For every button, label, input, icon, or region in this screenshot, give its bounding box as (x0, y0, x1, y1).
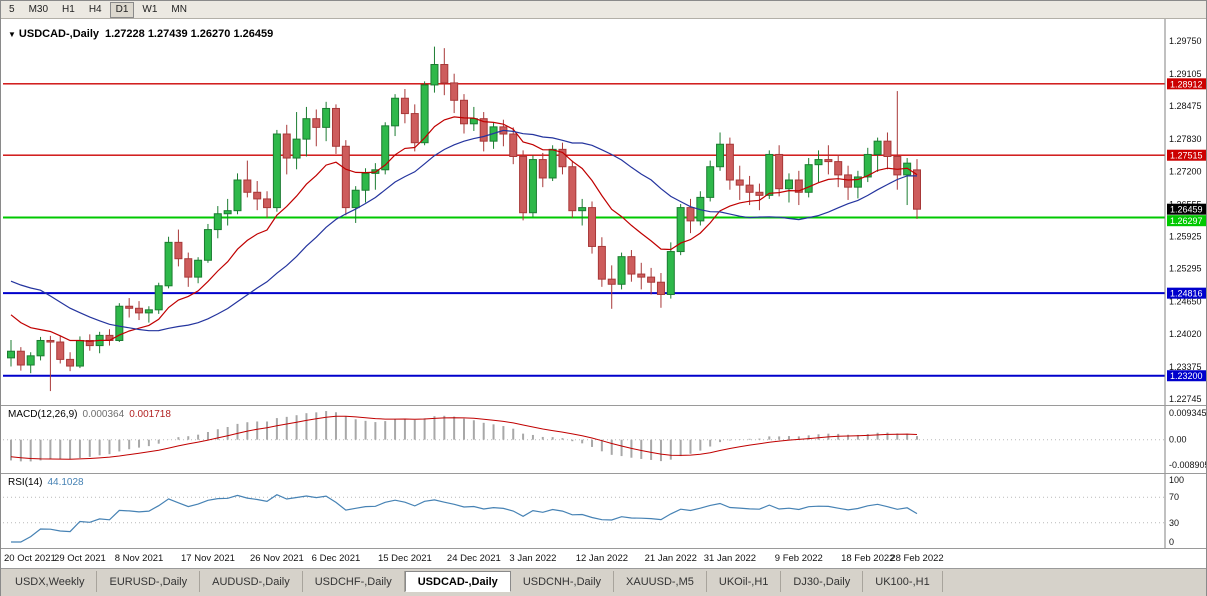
price-axis-label: 1.29750 (1169, 36, 1202, 46)
date-axis-label: 29 Oct 2021 (54, 553, 106, 564)
rsi-panel[interactable]: RSI(14) 44.1028 100 70 30 0 (1, 473, 1206, 548)
timeframe-button-5[interactable]: 5 (9, 3, 15, 15)
ma-fast-line (10, 116, 918, 342)
level-price-tag: 1.28912 (1167, 78, 1206, 89)
main-chart-panel[interactable]: ▼ USDCAD-,Daily 1.27228 1.27439 1.26270 1.… (1, 19, 1206, 405)
date-axis-label: 8 Nov 2021 (114, 553, 164, 564)
current-price-tag: 1.26459 (1167, 203, 1206, 215)
chart-tab-audusd-daily[interactable]: AUDUSD-,Daily (200, 571, 303, 592)
macd-axis-label: 0.009345 (1169, 408, 1206, 418)
price-axis-label: 1.27830 (1169, 134, 1202, 144)
level-price-tag: 1.23200 (1167, 370, 1206, 382)
timeframe-button-h4[interactable]: H4 (88, 3, 102, 15)
collapse-indicator-icon: ▼ (8, 30, 16, 39)
timeframe-toolbar: 5 M30 H1 H4 D1 W1 MN (1, 1, 1206, 19)
rsi-axis-label: 0 (1169, 537, 1174, 547)
price-axis-label: 1.22745 (1169, 394, 1202, 404)
date-axis-label: 18 Feb 2022 (841, 553, 895, 564)
chart-tab-xauusd-m5[interactable]: XAUUSD-,M5 (614, 571, 707, 592)
price-axis-label: 1.25295 (1169, 264, 1202, 274)
date-axis[interactable]: 20 Oct 2021 29 Oct 2021 8 Nov 2021 17 Nov 2… (1, 548, 1206, 568)
price-chart-canvas[interactable]: 1.297501.291051.284751.278301.272001.265… (1, 19, 1206, 405)
rsi-title: RSI(14) (8, 477, 43, 488)
rsi-title-row: RSI(14) 44.1028 (8, 477, 84, 488)
macd-panel[interactable]: MACD(12,26,9) 0.000364 0.001718 0.009345 0.… (1, 405, 1206, 473)
horizontal-level-lines (3, 83, 1165, 377)
macd-main-value: 0.000364 (82, 409, 125, 420)
timeframe-button-mn[interactable]: MN (171, 3, 187, 15)
rsi-axis-label: 70 (1169, 492, 1179, 502)
svg-text:1.28912: 1.28912 (1170, 79, 1203, 89)
date-axis-label: 26 Nov 2021 (249, 553, 304, 564)
timeframe-button-w1[interactable]: W1 (142, 3, 158, 15)
macd-title-row: MACD(12,26,9) 0.000364 0.001718 (8, 409, 171, 420)
chart-tab-usdchf-daily[interactable]: USDCHF-,Daily (302, 571, 405, 592)
macd-signal-value: 0.001718 (129, 409, 171, 420)
macd-histogram (10, 411, 918, 462)
level-price-tag: 1.26297 (1167, 215, 1206, 227)
chart-tab-eurusd-daily[interactable]: EURUSD-,Daily (97, 571, 201, 592)
chart-tab-usdx-weekly[interactable]: USDX,Weekly (3, 571, 98, 592)
price-axis-label: 1.25925 (1169, 231, 1202, 241)
timeframe-button-h1[interactable]: H1 (62, 3, 75, 15)
date-axis-label: 12 Jan 2022 (575, 553, 629, 564)
ma-slow-line (10, 129, 918, 332)
macd-axis-label: -0.008905 (1169, 460, 1206, 470)
chart-tab-uk100-h1[interactable]: UK100-,H1 (863, 571, 943, 592)
svg-text:1.27515: 1.27515 (1170, 151, 1203, 161)
macd-canvas[interactable]: 0.009345 0.00 -0.008905 (1, 406, 1206, 473)
date-axis-label: 3 Jan 2022 (509, 553, 557, 564)
price-axis-label: 1.23375 (1169, 362, 1202, 372)
date-axis-label: 17 Nov 2021 (181, 553, 235, 564)
price-axis-label: 1.24020 (1169, 329, 1202, 339)
chart-tabbar: USDX,Weekly EURUSD-,Daily AUDUSD-,Daily USD… (1, 568, 1206, 596)
candles-layer (7, 46, 921, 392)
macd-axis-label: 0.00 (1169, 435, 1187, 445)
date-axis-label: 31 Jan 2022 (703, 553, 757, 564)
macd-signal-line (10, 415, 918, 460)
level-price-tag: 1.27515 (1167, 149, 1206, 161)
date-axis-label: 6 Dec 2021 (311, 553, 361, 564)
timeframe-button-m30[interactable]: M30 (28, 3, 49, 15)
chart-tab-ukoil-h1[interactable]: UKOil-,H1 (706, 571, 782, 592)
date-axis-label: 20 Oct 2021 (4, 553, 56, 564)
level-price-tag: 1.24816 (1167, 287, 1206, 299)
svg-text:1.24816: 1.24816 (1170, 289, 1203, 299)
chart-symbol-label: USDCAD-,Daily (18, 28, 99, 40)
svg-text:1.26297: 1.26297 (1170, 216, 1203, 226)
date-axis-label: 28 Feb 2022 (890, 553, 944, 564)
rsi-axis-label: 100 (1169, 475, 1184, 485)
chart-ohlc-values: 1.27228 1.27439 1.26270 1.26459 (105, 28, 274, 40)
svg-text:1.26459: 1.26459 (1170, 205, 1203, 215)
rsi-value: 44.1028 (47, 477, 84, 488)
chart-tab-usdcad-daily[interactable]: USDCAD-,Daily (404, 571, 511, 592)
macd-title: MACD(12,26,9) (8, 409, 78, 420)
chart-title: ▼ USDCAD-,Daily 1.27228 1.27439 1.26270 1.… (8, 28, 273, 40)
timeframe-button-d1[interactable]: D1 (109, 1, 135, 18)
date-axis-label: 9 Feb 2022 (774, 553, 823, 564)
date-axis-label: 15 Dec 2021 (377, 553, 432, 564)
rsi-line (11, 494, 918, 543)
chart-tab-dj30-daily[interactable]: DJ30-,Daily (781, 571, 864, 592)
svg-text:1.23200: 1.23200 (1170, 371, 1203, 381)
price-axis-label: 1.27200 (1169, 166, 1202, 176)
date-axis-label: 24 Dec 2021 (446, 553, 501, 564)
chart-tab-usdcnh-daily[interactable]: USDCNH-,Daily (510, 571, 615, 592)
date-axis-label: 21 Jan 2022 (644, 553, 697, 564)
price-axis-label: 1.28475 (1169, 101, 1202, 111)
price-axis-label: 1.24650 (1169, 297, 1202, 307)
price-axis-label: 1.29105 (1169, 69, 1202, 79)
rsi-canvas[interactable]: 100 70 30 0 (1, 474, 1206, 548)
rsi-axis-label: 30 (1169, 518, 1179, 528)
